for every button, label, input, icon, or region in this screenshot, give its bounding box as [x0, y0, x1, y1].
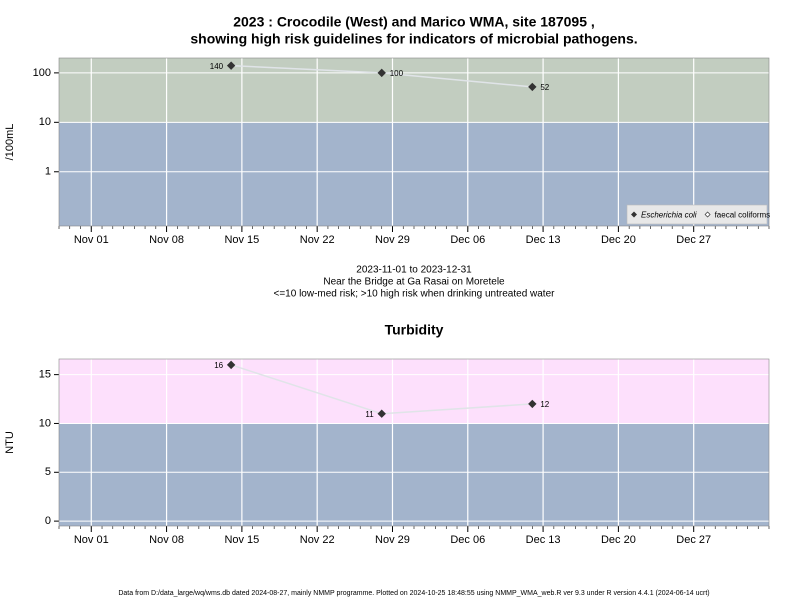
x-tick-label: Dec 27 [676, 534, 711, 546]
high-risk-band [59, 359, 769, 424]
low-risk-band [59, 423, 769, 526]
data-label: 140 [210, 62, 224, 71]
x-tick-label: Nov 01 [74, 234, 109, 246]
chart-subtitle: showing high risk guidelines for indicat… [190, 31, 637, 47]
y-axis-label: /100mL [4, 124, 16, 161]
x-tick-label: Nov 15 [224, 534, 259, 546]
x-tick-label: Nov 22 [300, 534, 335, 546]
y-axis-label: NTU [4, 431, 16, 454]
note: <=10 low-med risk; >10 high risk when dr… [274, 289, 556, 300]
x-tick-label: Dec 27 [676, 234, 711, 246]
data-label: 12 [540, 400, 549, 409]
y-tick-label: 10 [39, 116, 51, 128]
legend-box [626, 204, 768, 225]
data-point [377, 409, 386, 418]
legend-marker [631, 211, 637, 218]
y-tick-label: 15 [39, 369, 51, 381]
data-label: 16 [214, 361, 223, 370]
data-point [226, 360, 236, 370]
y-tick-label: 0 [45, 515, 51, 527]
legend-marker [704, 211, 711, 218]
data-point [528, 399, 537, 409]
x-tick-label: Nov 22 [300, 234, 335, 246]
y-tick-label: 100 [33, 67, 51, 79]
note: 2023-11-01 to 2023-12-31 [356, 265, 472, 276]
x-tick-label: Dec 13 [526, 534, 561, 546]
footer: Data from D:/data_large/wq/wms.db dated … [118, 590, 709, 597]
legend-label: Escherichia coli [641, 211, 697, 220]
x-tick-label: Dec 20 [601, 534, 636, 546]
x-tick-label: Nov 29 [375, 234, 410, 246]
data-label: 11 [365, 410, 374, 419]
high-risk-band [59, 58, 769, 123]
chart-title: 2023 : Crocodile (West) and Marico WMA, … [233, 14, 595, 30]
plot-frame [58, 57, 770, 227]
x-tick-label: Nov 08 [149, 534, 184, 546]
chart-title: Turbidity [385, 322, 444, 338]
y-tick-label: 5 [45, 466, 51, 478]
x-tick-label: Dec 06 [450, 534, 485, 546]
data-point [377, 68, 386, 78]
y-tick-label: 1 [45, 166, 51, 178]
x-tick-label: Nov 29 [375, 534, 410, 546]
data-point [226, 61, 236, 70]
legend-label: faecal coliforms [715, 211, 771, 220]
data-point [528, 82, 537, 92]
plot-frame [58, 358, 770, 527]
x-tick-label: Nov 01 [74, 534, 109, 546]
x-tick-label: Nov 08 [149, 234, 184, 246]
x-tick-label: Nov 15 [224, 234, 259, 246]
y-tick-label: 10 [39, 417, 51, 429]
x-tick-label: Dec 13 [526, 234, 561, 246]
x-tick-label: Dec 06 [450, 234, 485, 246]
data-label: 52 [540, 83, 549, 92]
note: Near the Bridge at Ga Rasai on Moretele [323, 277, 505, 288]
data-label: 100 [390, 69, 404, 78]
x-tick-label: Dec 20 [601, 234, 636, 246]
